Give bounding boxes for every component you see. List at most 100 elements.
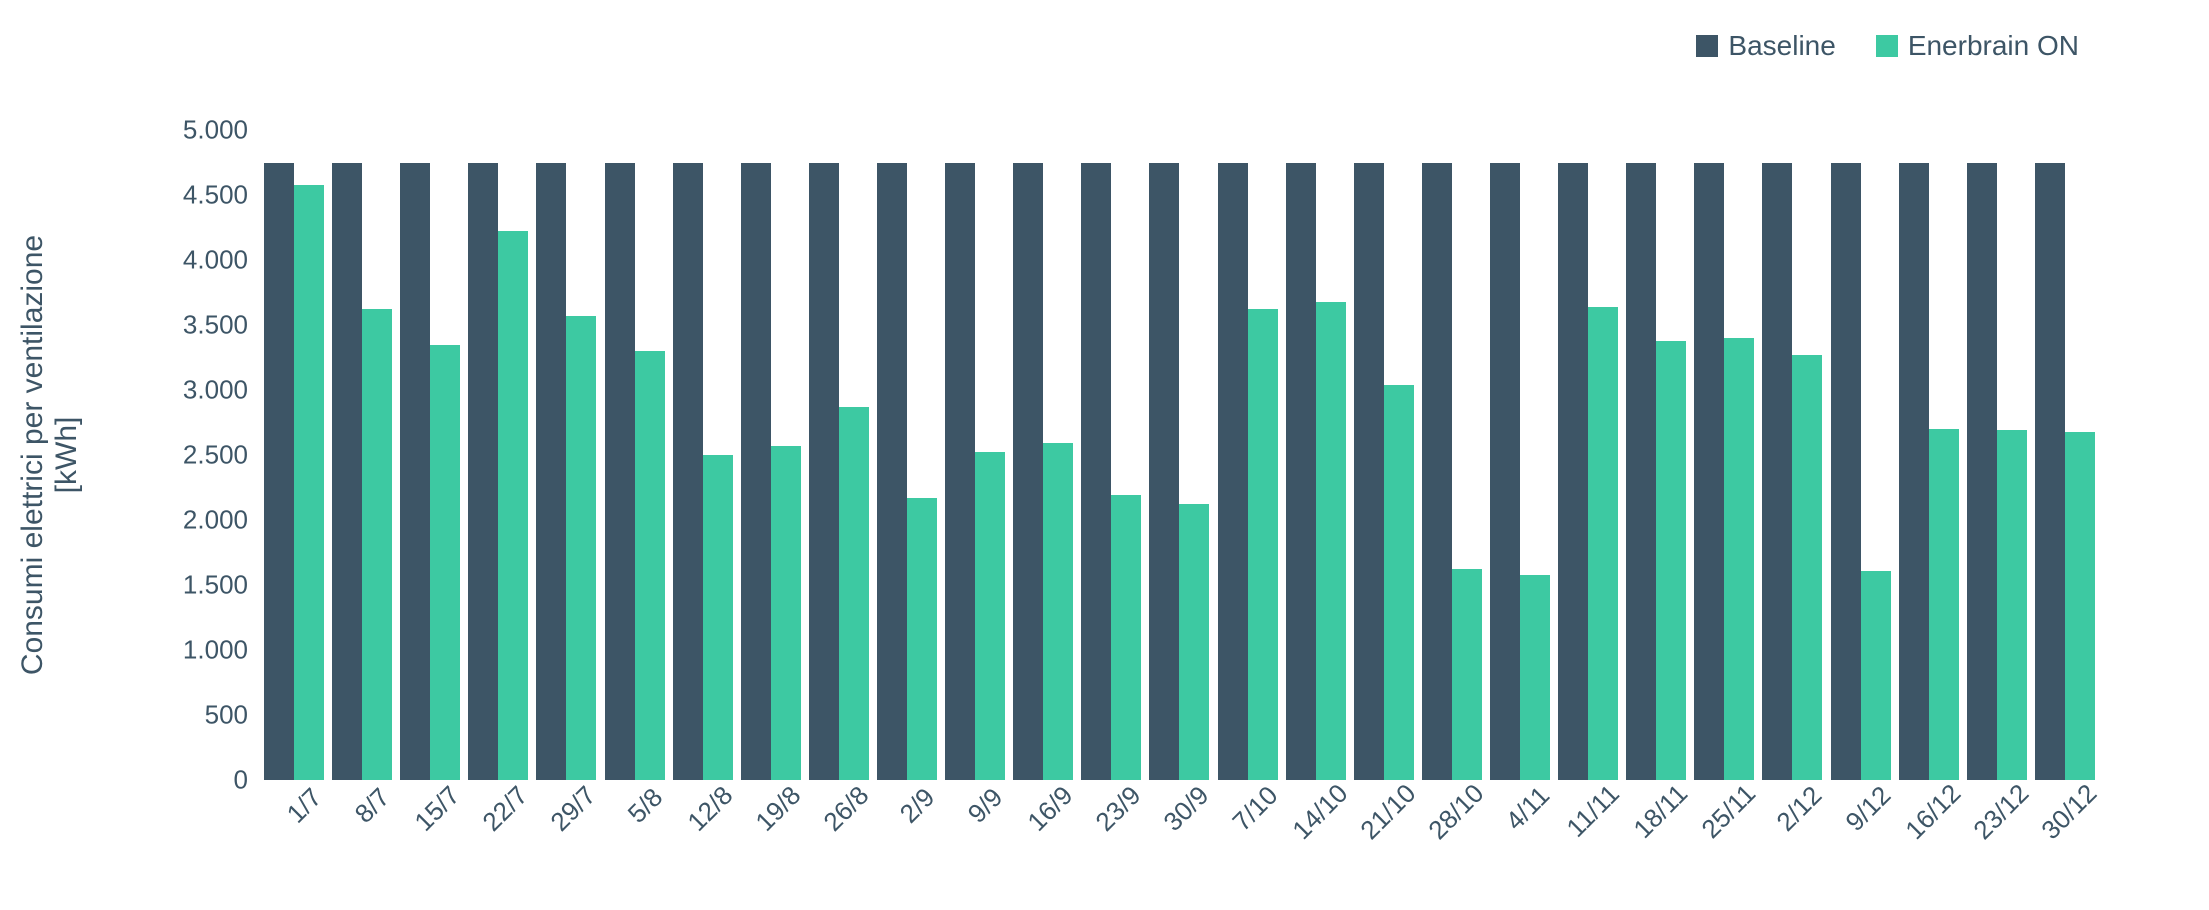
bar-baseline (332, 163, 362, 781)
plot-area: 1/78/715/722/729/75/812/819/826/82/99/91… (260, 130, 2099, 780)
bar-enerbrain (1520, 575, 1550, 780)
legend-swatch-baseline (1696, 35, 1718, 57)
bar-enerbrain (1452, 569, 1482, 780)
bar-enerbrain (498, 231, 528, 780)
bar-baseline (605, 163, 635, 781)
y-tick-label: 2.500 (183, 440, 260, 471)
bar-baseline (877, 163, 907, 781)
bar-enerbrain (1179, 504, 1209, 780)
bar-baseline (1967, 163, 1997, 781)
bar-group: 1/7 (260, 130, 328, 780)
x-tick-label: 28/10 (1415, 771, 1490, 846)
bar-baseline (264, 163, 294, 781)
y-tick-label: 5.000 (183, 115, 260, 146)
x-tick-label: 8/7 (342, 775, 397, 830)
x-tick-label: 23/9 (1083, 773, 1148, 838)
x-tick-label: 1/7 (274, 775, 329, 830)
bar-enerbrain (2065, 432, 2095, 780)
bar-baseline (1762, 163, 1792, 781)
bar-enerbrain (1792, 355, 1822, 780)
x-tick-label: 26/8 (810, 773, 875, 838)
y-tick-label: 2.000 (183, 505, 260, 536)
bar-enerbrain (1111, 495, 1141, 780)
bar-baseline (945, 163, 975, 781)
x-tick-label: 4/11 (1492, 773, 1555, 836)
y-axis-label: Consumi elettrici per ventilazione [kWh] (16, 235, 84, 675)
legend-label-baseline: Baseline (1728, 30, 1835, 62)
x-tick-label: 18/11 (1621, 771, 1695, 845)
bar-enerbrain (1043, 443, 1073, 780)
bar-baseline (673, 163, 703, 781)
bar-group: 14/10 (1282, 130, 1350, 780)
bar-group: 30/9 (1145, 130, 1213, 780)
bar-group: 5/8 (601, 130, 669, 780)
y-tick-label: 1.500 (183, 570, 260, 601)
bar-enerbrain (430, 345, 460, 781)
legend-item-enerbrain: Enerbrain ON (1876, 30, 2079, 62)
y-axis-label-line1: Consumi elettrici per ventilazione (16, 235, 49, 675)
bar-baseline (1286, 163, 1316, 781)
bar-enerbrain (1384, 385, 1414, 780)
bar-enerbrain (839, 407, 869, 780)
x-tick-label: 7/10 (1219, 773, 1284, 838)
bar-group: 26/8 (805, 130, 873, 780)
y-tick-label: 3.500 (183, 310, 260, 341)
bar-enerbrain (362, 309, 392, 780)
legend-label-enerbrain: Enerbrain ON (1908, 30, 2079, 62)
bar-group: 15/7 (396, 130, 464, 780)
bar-group: 16/12 (1895, 130, 1963, 780)
x-tick-label: 9/9 (955, 775, 1010, 830)
bar-baseline (1626, 163, 1656, 781)
bar-baseline (741, 163, 771, 781)
y-tick-label: 3.000 (183, 375, 260, 406)
bar-baseline (2035, 163, 2065, 781)
x-tick-label: 22/7 (470, 773, 535, 838)
y-tick-label: 0 (234, 765, 260, 796)
bar-enerbrain (1588, 307, 1618, 780)
x-tick-label: 14/10 (1279, 771, 1354, 846)
y-tick-label: 4.000 (183, 245, 260, 276)
bar-enerbrain (635, 351, 665, 780)
bar-enerbrain (771, 446, 801, 780)
x-tick-label: 25/11 (1689, 771, 1763, 845)
x-tick-label: 19/8 (742, 773, 807, 838)
y-tick-label: 1.000 (183, 635, 260, 666)
bar-enerbrain (975, 452, 1005, 780)
x-tick-label: 5/8 (614, 775, 669, 830)
bar-group: 21/10 (1350, 130, 1418, 780)
bar-enerbrain (566, 316, 596, 780)
bar-enerbrain (1316, 302, 1346, 780)
bar-enerbrain (1656, 341, 1686, 780)
x-tick-label: 15/7 (402, 773, 467, 838)
bar-group: 16/9 (1009, 130, 1077, 780)
legend-swatch-enerbrain (1876, 35, 1898, 57)
bar-group: 9/12 (1827, 130, 1895, 780)
x-tick-label: 9/12 (1832, 773, 1897, 838)
bar-enerbrain (703, 455, 733, 780)
bar-baseline (1694, 163, 1724, 781)
bar-group: 23/12 (1963, 130, 2031, 780)
bar-group: 18/11 (1622, 130, 1690, 780)
x-tick-label: 30/12 (2028, 771, 2103, 846)
bar-group: 28/10 (1418, 130, 1486, 780)
bar-group: 29/7 (532, 130, 600, 780)
bar-enerbrain (1724, 338, 1754, 780)
bar-baseline (1899, 163, 1929, 781)
bar-group: 19/8 (737, 130, 805, 780)
legend: Baseline Enerbrain ON (1696, 30, 2079, 62)
bar-group: 30/12 (2031, 130, 2099, 780)
bar-baseline (468, 163, 498, 781)
bar-group: 12/8 (669, 130, 737, 780)
x-tick-label: 16/9 (1015, 773, 1080, 838)
bar-baseline (1422, 163, 1452, 781)
x-tick-label: 16/12 (1892, 771, 1967, 846)
bar-baseline (1354, 163, 1384, 781)
bar-group: 2/12 (1758, 130, 1826, 780)
x-tick-label: 12/8 (674, 773, 739, 838)
bar-enerbrain (907, 498, 937, 780)
x-tick-label: 2/12 (1764, 773, 1829, 838)
y-tick-label: 500 (205, 700, 260, 731)
bar-baseline (1218, 163, 1248, 781)
bar-baseline (1013, 163, 1043, 781)
bar-enerbrain (294, 185, 324, 780)
